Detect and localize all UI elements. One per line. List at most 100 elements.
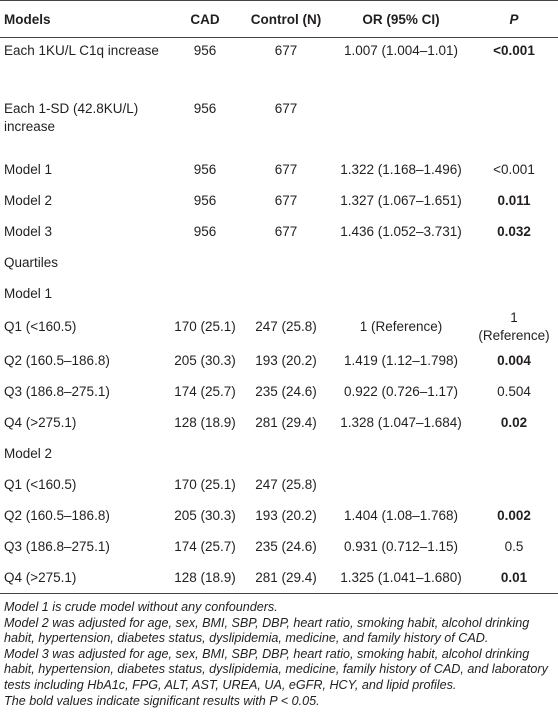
footnote: Model 1 is crude model without any confo… bbox=[4, 600, 278, 614]
table-cell: 0.01 bbox=[500, 569, 528, 585]
table-row: Q4 (>275.1) 128 (18.9) 281 (29.4) 1.328 (1.… bbox=[0, 407, 558, 438]
table-cell: Q4 (>275.1) bbox=[4, 414, 77, 430]
table-row: Q4 (>275.1) 128 (18.9) 281 (29.4) 1.325 (1.… bbox=[0, 562, 558, 594]
table-cell: 281 (29.4) bbox=[255, 414, 317, 430]
table-cell: 1.419 (1.12–1.798) bbox=[343, 352, 459, 368]
table-cell: Model 1 bbox=[4, 161, 53, 177]
header-cell: CAD bbox=[190, 11, 220, 27]
table-cell: 677 bbox=[274, 161, 298, 177]
table-cell: <0.001 bbox=[493, 161, 535, 177]
table-cell: 128 (18.9) bbox=[174, 569, 236, 585]
footnotes: Model 1 is crude model without any confo… bbox=[0, 594, 558, 709]
table-cell: 677 bbox=[274, 43, 298, 58]
table-cell bbox=[240, 438, 332, 469]
table-cell bbox=[240, 247, 332, 278]
table-cell: 956 bbox=[193, 101, 217, 116]
table-cell: 128 (18.9) bbox=[174, 414, 236, 430]
header-cell: P bbox=[509, 11, 519, 27]
table-cell: 1.328 (1.047–1.684) bbox=[340, 414, 462, 430]
table-cell: Q4 (>275.1) bbox=[4, 569, 77, 585]
table-row: Q3 (186.8–275.1) 174 (25.7) 235 (24.6) 0.92… bbox=[0, 376, 558, 407]
table-row: Q2 (160.5–186.8) 205 (30.3) 193 (20.2) 1.41… bbox=[0, 345, 558, 376]
table-cell: Model 2 bbox=[4, 445, 53, 461]
table-cell bbox=[240, 278, 332, 309]
table-cell: 174 (25.7) bbox=[174, 538, 236, 554]
table-cell bbox=[170, 278, 240, 309]
table-cell: 1.007 (1.004–1.01) bbox=[343, 43, 459, 58]
table-cell bbox=[170, 247, 240, 278]
table-cell: 0.004 bbox=[497, 352, 531, 368]
table-row: Q2 (160.5–186.8) 205 (30.3) 193 (20.2) 1.40… bbox=[0, 500, 558, 531]
table-cell: 0.032 bbox=[497, 223, 531, 239]
table-cell: 0.5 bbox=[504, 538, 524, 554]
table-cell: 1.327 (1.067–1.651) bbox=[340, 192, 462, 208]
table-cell: <0.001 bbox=[493, 43, 535, 58]
table-header: Models CAD Control (N) OR (95% CI) P bbox=[0, 0, 558, 38]
table-cell bbox=[470, 247, 558, 278]
table-cell: 247 (25.8) bbox=[255, 476, 317, 492]
table-cell: 1.436 (1.052–3.731) bbox=[340, 223, 462, 239]
table-cell: 170 (25.1) bbox=[174, 319, 236, 334]
table-cell: 956 bbox=[193, 223, 217, 239]
table-cell: 170 (25.1) bbox=[174, 476, 236, 492]
header-cell: Control (N) bbox=[250, 11, 322, 27]
table-row: Quartiles bbox=[0, 247, 558, 278]
table-cell: 1 (Reference) bbox=[478, 310, 550, 343]
table-cell: 0.011 bbox=[497, 192, 531, 208]
table-row: Each 1-SD (42.8KU/L) increase 956 677 bbox=[0, 96, 558, 154]
table-cell: Quartiles bbox=[4, 254, 59, 270]
table-cell: Q1 (<160.5) bbox=[4, 476, 77, 492]
table-cell: 0.931 (0.712–1.15) bbox=[343, 538, 459, 554]
table-cell: Model 1 bbox=[4, 285, 53, 301]
table-cell: 0.02 bbox=[500, 414, 528, 430]
table-cell: 235 (24.6) bbox=[255, 383, 317, 399]
table-cell: 205 (30.3) bbox=[174, 352, 236, 368]
table-row: Q1 (<160.5) 170 (25.1) 247 (25.8) 1 (Refere… bbox=[0, 309, 558, 345]
header-row: Models CAD Control (N) OR (95% CI) P bbox=[0, 0, 558, 38]
table-cell bbox=[470, 96, 558, 154]
table-cell: 0.504 bbox=[497, 383, 531, 399]
table-cell bbox=[170, 438, 240, 469]
table-cell: 956 bbox=[193, 192, 217, 208]
table-cell: Q2 (160.5–186.8) bbox=[4, 352, 110, 368]
table-row: Model 2 956 677 1.327 (1.067–1.651) 0.011 bbox=[0, 185, 558, 216]
table-cell: 235 (24.6) bbox=[255, 538, 317, 554]
table-cell bbox=[332, 247, 470, 278]
header-cell: Models bbox=[4, 11, 51, 27]
table-cell bbox=[332, 278, 470, 309]
table-cell: 247 (25.8) bbox=[255, 319, 317, 334]
footnote: The bold values indicate significant res… bbox=[4, 693, 320, 708]
results-table: Models CAD Control (N) OR (95% CI) P Each 1K… bbox=[0, 0, 558, 594]
table-cell bbox=[332, 438, 470, 469]
table-cell bbox=[470, 278, 558, 309]
table-cell bbox=[332, 96, 470, 154]
table-cell: 677 bbox=[274, 101, 298, 116]
header-cell: OR (95% CI) bbox=[362, 11, 440, 27]
table-row: Q1 (<160.5) 170 (25.1) 247 (25.8) bbox=[0, 469, 558, 500]
table-cell: Q3 (186.8–275.1) bbox=[4, 383, 110, 399]
table-cell: 193 (20.2) bbox=[255, 352, 317, 368]
table-row: Each 1KU/L C1q increase 956 677 1.007 (1.00… bbox=[0, 38, 558, 97]
table-cell: Q1 (<160.5) bbox=[4, 319, 77, 334]
table-cell: Model 3 bbox=[4, 223, 53, 239]
table-row: Model 3 956 677 1.436 (1.052–3.731) 0.032 bbox=[0, 216, 558, 247]
table-cell: 1.325 (1.041–1.680) bbox=[340, 569, 462, 585]
table-cell bbox=[332, 469, 470, 500]
table-cell: 677 bbox=[274, 192, 298, 208]
table-cell: 0.002 bbox=[497, 507, 531, 523]
table-cell: Each 1KU/L C1q increase bbox=[4, 43, 159, 58]
table-body: Each 1KU/L C1q increase 956 677 1.007 (1.00… bbox=[0, 38, 558, 594]
table-cell: 174 (25.7) bbox=[174, 383, 236, 399]
table-row: Q3 (186.8–275.1) 174 (25.7) 235 (24.6) 0.93… bbox=[0, 531, 558, 562]
table-cell bbox=[470, 438, 558, 469]
table-row: Model 1 956 677 1.322 (1.168–1.496) <0.001 bbox=[0, 154, 558, 185]
table-cell: 0.922 (0.726–1.17) bbox=[343, 383, 459, 399]
table-cell: 677 bbox=[274, 223, 298, 239]
table-cell: Q2 (160.5–186.8) bbox=[4, 507, 110, 523]
table-row: Model 2 bbox=[0, 438, 558, 469]
table-cell: Q3 (186.8–275.1) bbox=[4, 538, 110, 554]
table-cell: 193 (20.2) bbox=[255, 507, 317, 523]
table-row: Model 1 bbox=[0, 278, 558, 309]
footnote: Model 3 was adjusted for age, sex, BMI, … bbox=[4, 646, 548, 692]
